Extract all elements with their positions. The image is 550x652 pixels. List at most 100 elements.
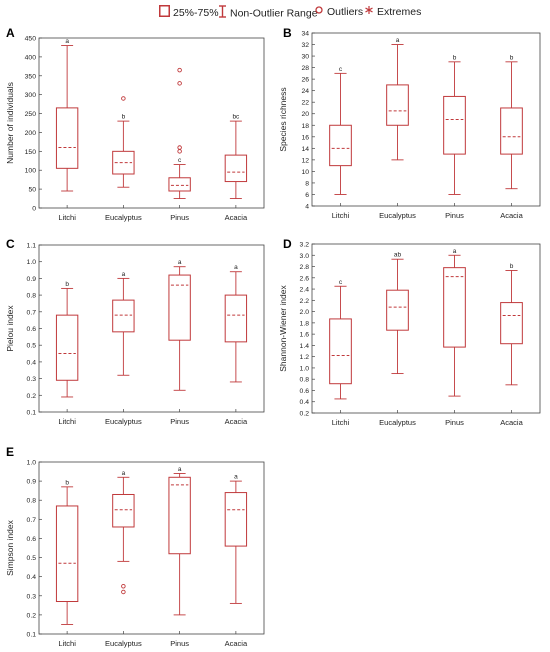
significance-letter: a [122, 271, 126, 278]
outlier-point [177, 145, 182, 150]
y-tick-label: 0.1 [27, 632, 37, 639]
y-tick-label: 3.0 [300, 253, 310, 260]
y-tick-label: 150 [25, 149, 37, 156]
significance-letter: a [453, 248, 457, 255]
iqr-box [224, 492, 248, 547]
y-tick-label: 1.8 [300, 320, 310, 327]
y-tick-label: 1.4 [300, 343, 310, 350]
legend-outliers: Outliers [314, 5, 363, 19]
significance-letter: a [122, 470, 126, 477]
y-tick-label: 400 [25, 54, 37, 61]
iqr-box [443, 267, 466, 348]
x-tick-label: Pinus [170, 417, 189, 426]
y-tick-label: 0.7 [27, 309, 37, 316]
x-tick-label: Litchi [332, 418, 350, 427]
box-pinus: a [168, 259, 191, 391]
legend-range-label: Non-Outlier Range [230, 7, 318, 20]
significance-letter: b [65, 479, 69, 486]
y-tick-label: 1.0 [300, 365, 310, 372]
y-tick-label: 2.2 [300, 298, 310, 305]
box-acacia: bc [224, 114, 248, 200]
y-tick-label: 1.0 [27, 460, 37, 467]
y-tick-label: 50 [28, 187, 36, 194]
x-tick-label: Eucalyptus [105, 639, 142, 648]
y-tick-label: 1.2 [300, 354, 310, 361]
legend-box-label: 25%-75% [173, 6, 219, 19]
significance-letter: a [396, 37, 400, 44]
box-pinus: c [168, 67, 191, 200]
significance-letter: b [510, 54, 514, 61]
significance-letter: a [178, 466, 182, 473]
plot-frame [38, 244, 265, 413]
box-litchi: c [329, 279, 352, 400]
box-swatch-icon [159, 5, 170, 21]
outlier-point [121, 583, 126, 589]
x-tick-label: Acacia [225, 639, 248, 648]
y-tick-label: 12 [301, 157, 309, 164]
iqr-box [329, 124, 352, 167]
y-tick-label: 14 [301, 146, 309, 153]
y-tick-label: 18 [301, 123, 309, 130]
box-pinus: b [443, 54, 466, 195]
iqr-box [55, 107, 79, 169]
x-tick-label: Acacia [500, 211, 523, 220]
chart-panel-d: D 0.2 0.4 0.6 0.8 1.0 1.2 1.4 1.6 1.8 2.0 2.2 2.4 2.6… [278, 237, 541, 427]
y-tick-label: 0 [32, 206, 36, 213]
y-tick-label: 0.9 [27, 276, 37, 283]
x-tick-label: Pinus [170, 639, 189, 648]
x-tick-label: Eucalyptus [379, 211, 416, 220]
y-tick-label: 6 [305, 192, 309, 199]
iqr-box [386, 289, 409, 331]
y-tick-label: 26 [301, 77, 309, 84]
outlier-point [177, 149, 182, 154]
legend-range: Non-Outlier Range [218, 5, 318, 19]
plot-frame [38, 461, 265, 635]
x-tick-label: Acacia [500, 418, 523, 427]
legend-extremes: Extremes [364, 5, 421, 19]
y-tick-label: 350 [25, 73, 37, 80]
significance-letter: bc [232, 114, 240, 121]
outlier-point [177, 81, 182, 86]
y-axis-title: Species richness [278, 87, 288, 151]
y-tick-label: 250 [25, 111, 37, 118]
panel-label: B [283, 26, 292, 40]
y-tick-label: 3.2 [300, 242, 310, 249]
x-tick-label: Pinus [445, 211, 464, 220]
x-tick-label: Acacia [225, 417, 248, 426]
y-tick-label: 1.1 [27, 243, 37, 250]
significance-letter: b [65, 281, 69, 288]
y-tick-label: 300 [25, 92, 37, 99]
y-tick-label: 10 [301, 169, 309, 176]
x-tick-label: Acacia [225, 213, 248, 222]
plot-frame [38, 37, 265, 209]
chart-panel-e: E 0.1 0.2 0.3 0.4 0.5 0.6 0.7 0.8 0.9 1.0 Simpson i… [5, 445, 265, 648]
y-tick-label: 22 [301, 100, 309, 107]
y-tick-label: 0.4 [27, 359, 37, 366]
y-tick-label: 30 [301, 54, 309, 61]
significance-letter: a [65, 38, 69, 45]
y-tick-label: 0.3 [27, 593, 37, 600]
x-tick-label: Litchi [58, 213, 76, 222]
iqr-box [500, 107, 523, 155]
y-tick-label: 0.9 [27, 479, 37, 486]
plot-frame [311, 243, 541, 414]
iqr-box [112, 299, 135, 333]
y-axis-title: Pielou index [5, 305, 15, 352]
y-tick-label: 0.4 [27, 574, 37, 581]
y-tick-label: 0.6 [27, 326, 37, 333]
y-tick-label: 450 [25, 36, 37, 43]
y-tick-label: 0.5 [27, 555, 37, 562]
iqr-box [224, 294, 248, 343]
box-litchi: b [55, 281, 79, 398]
plot-frame [311, 32, 541, 207]
y-tick-label: 0.5 [27, 343, 37, 350]
outlier-point [121, 589, 126, 595]
y-tick-label: 0.2 [27, 393, 37, 400]
iqr-box [168, 274, 191, 341]
box-acacia: b [500, 263, 523, 386]
panel-label: C [6, 237, 15, 251]
box-eucalyptus: b [112, 96, 135, 188]
y-tick-label: 0.7 [27, 517, 37, 524]
y-tick-label: 1.6 [300, 332, 310, 339]
